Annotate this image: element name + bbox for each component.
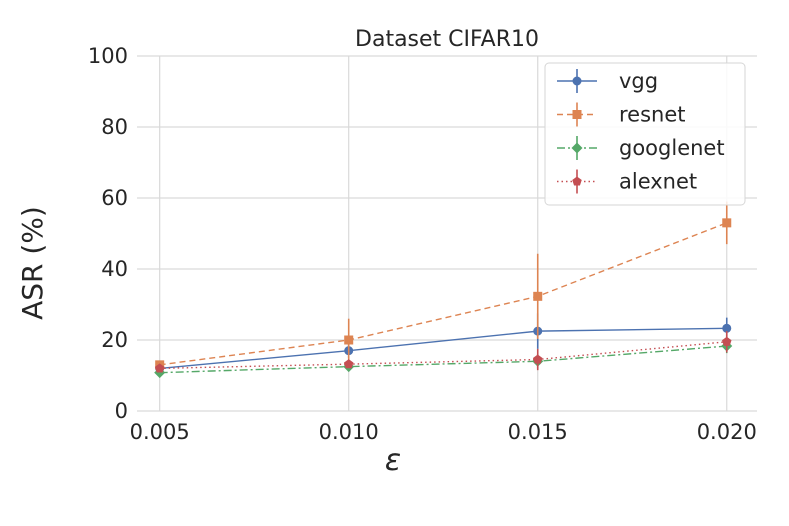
series-line-alexnet — [159, 341, 727, 370]
series-googlenet — [154, 338, 733, 379]
data-point-alexnet — [154, 363, 165, 373]
x-tick-label: 0.015 — [508, 420, 568, 444]
x-tick-label: 0.020 — [697, 420, 757, 444]
legend-box — [544, 62, 746, 206]
legend-item-vgg: vgg — [557, 69, 658, 93]
data-point-resnet — [722, 218, 732, 228]
legend: vgg resnet googlenet alexnet — [544, 62, 746, 206]
legend-label-googlenet: googlenet — [619, 136, 725, 160]
y-tick-label: 20 — [101, 328, 128, 352]
legend-label-alexnet: alexnet — [619, 170, 697, 194]
data-point-alexnet — [343, 359, 354, 369]
y-tick-label: 0 — [115, 399, 128, 423]
data-point-alexnet — [532, 354, 543, 364]
data-point-vgg — [722, 323, 732, 333]
data-point-resnet — [344, 335, 354, 345]
legend-label-vgg: vgg — [619, 69, 658, 93]
legend-marker-resnet — [572, 110, 582, 119]
legend-marker-vgg — [572, 76, 582, 86]
legend-marker-googlenet — [571, 142, 583, 154]
y-tick-label: 80 — [101, 115, 128, 139]
y-axis-title: ASR (%) — [16, 206, 49, 320]
series-layer — [154, 201, 733, 379]
x-tick-label: 0.010 — [319, 420, 379, 444]
series-line-googlenet — [159, 345, 727, 374]
legend-item-alexnet: alexnet — [557, 169, 697, 194]
x-tick-label: 0.005 — [130, 420, 190, 444]
series-line-resnet — [159, 222, 728, 366]
y-tick-label: 100 — [88, 44, 128, 68]
legend-item-googlenet: googlenet — [557, 136, 725, 160]
data-point-alexnet — [722, 336, 732, 346]
series-line-vgg — [159, 327, 727, 370]
y-tick-label: 60 — [101, 186, 128, 210]
chart-title: Dataset CIFAR10 — [355, 27, 539, 52]
legend-marker-alexnet — [572, 176, 582, 186]
axes-layer: 0 20 40 60 80 100 0.005 0.010 0.015 0.020 — [88, 44, 757, 444]
x-axis-title: ε — [385, 443, 401, 478]
series-resnet — [155, 201, 732, 370]
y-tick-label: 40 — [101, 257, 128, 281]
series-alexnet — [154, 331, 732, 373]
data-point-resnet — [533, 291, 543, 301]
legend-label-resnet: resnet — [619, 103, 686, 127]
legend-item-resnet: resnet — [557, 102, 686, 127]
